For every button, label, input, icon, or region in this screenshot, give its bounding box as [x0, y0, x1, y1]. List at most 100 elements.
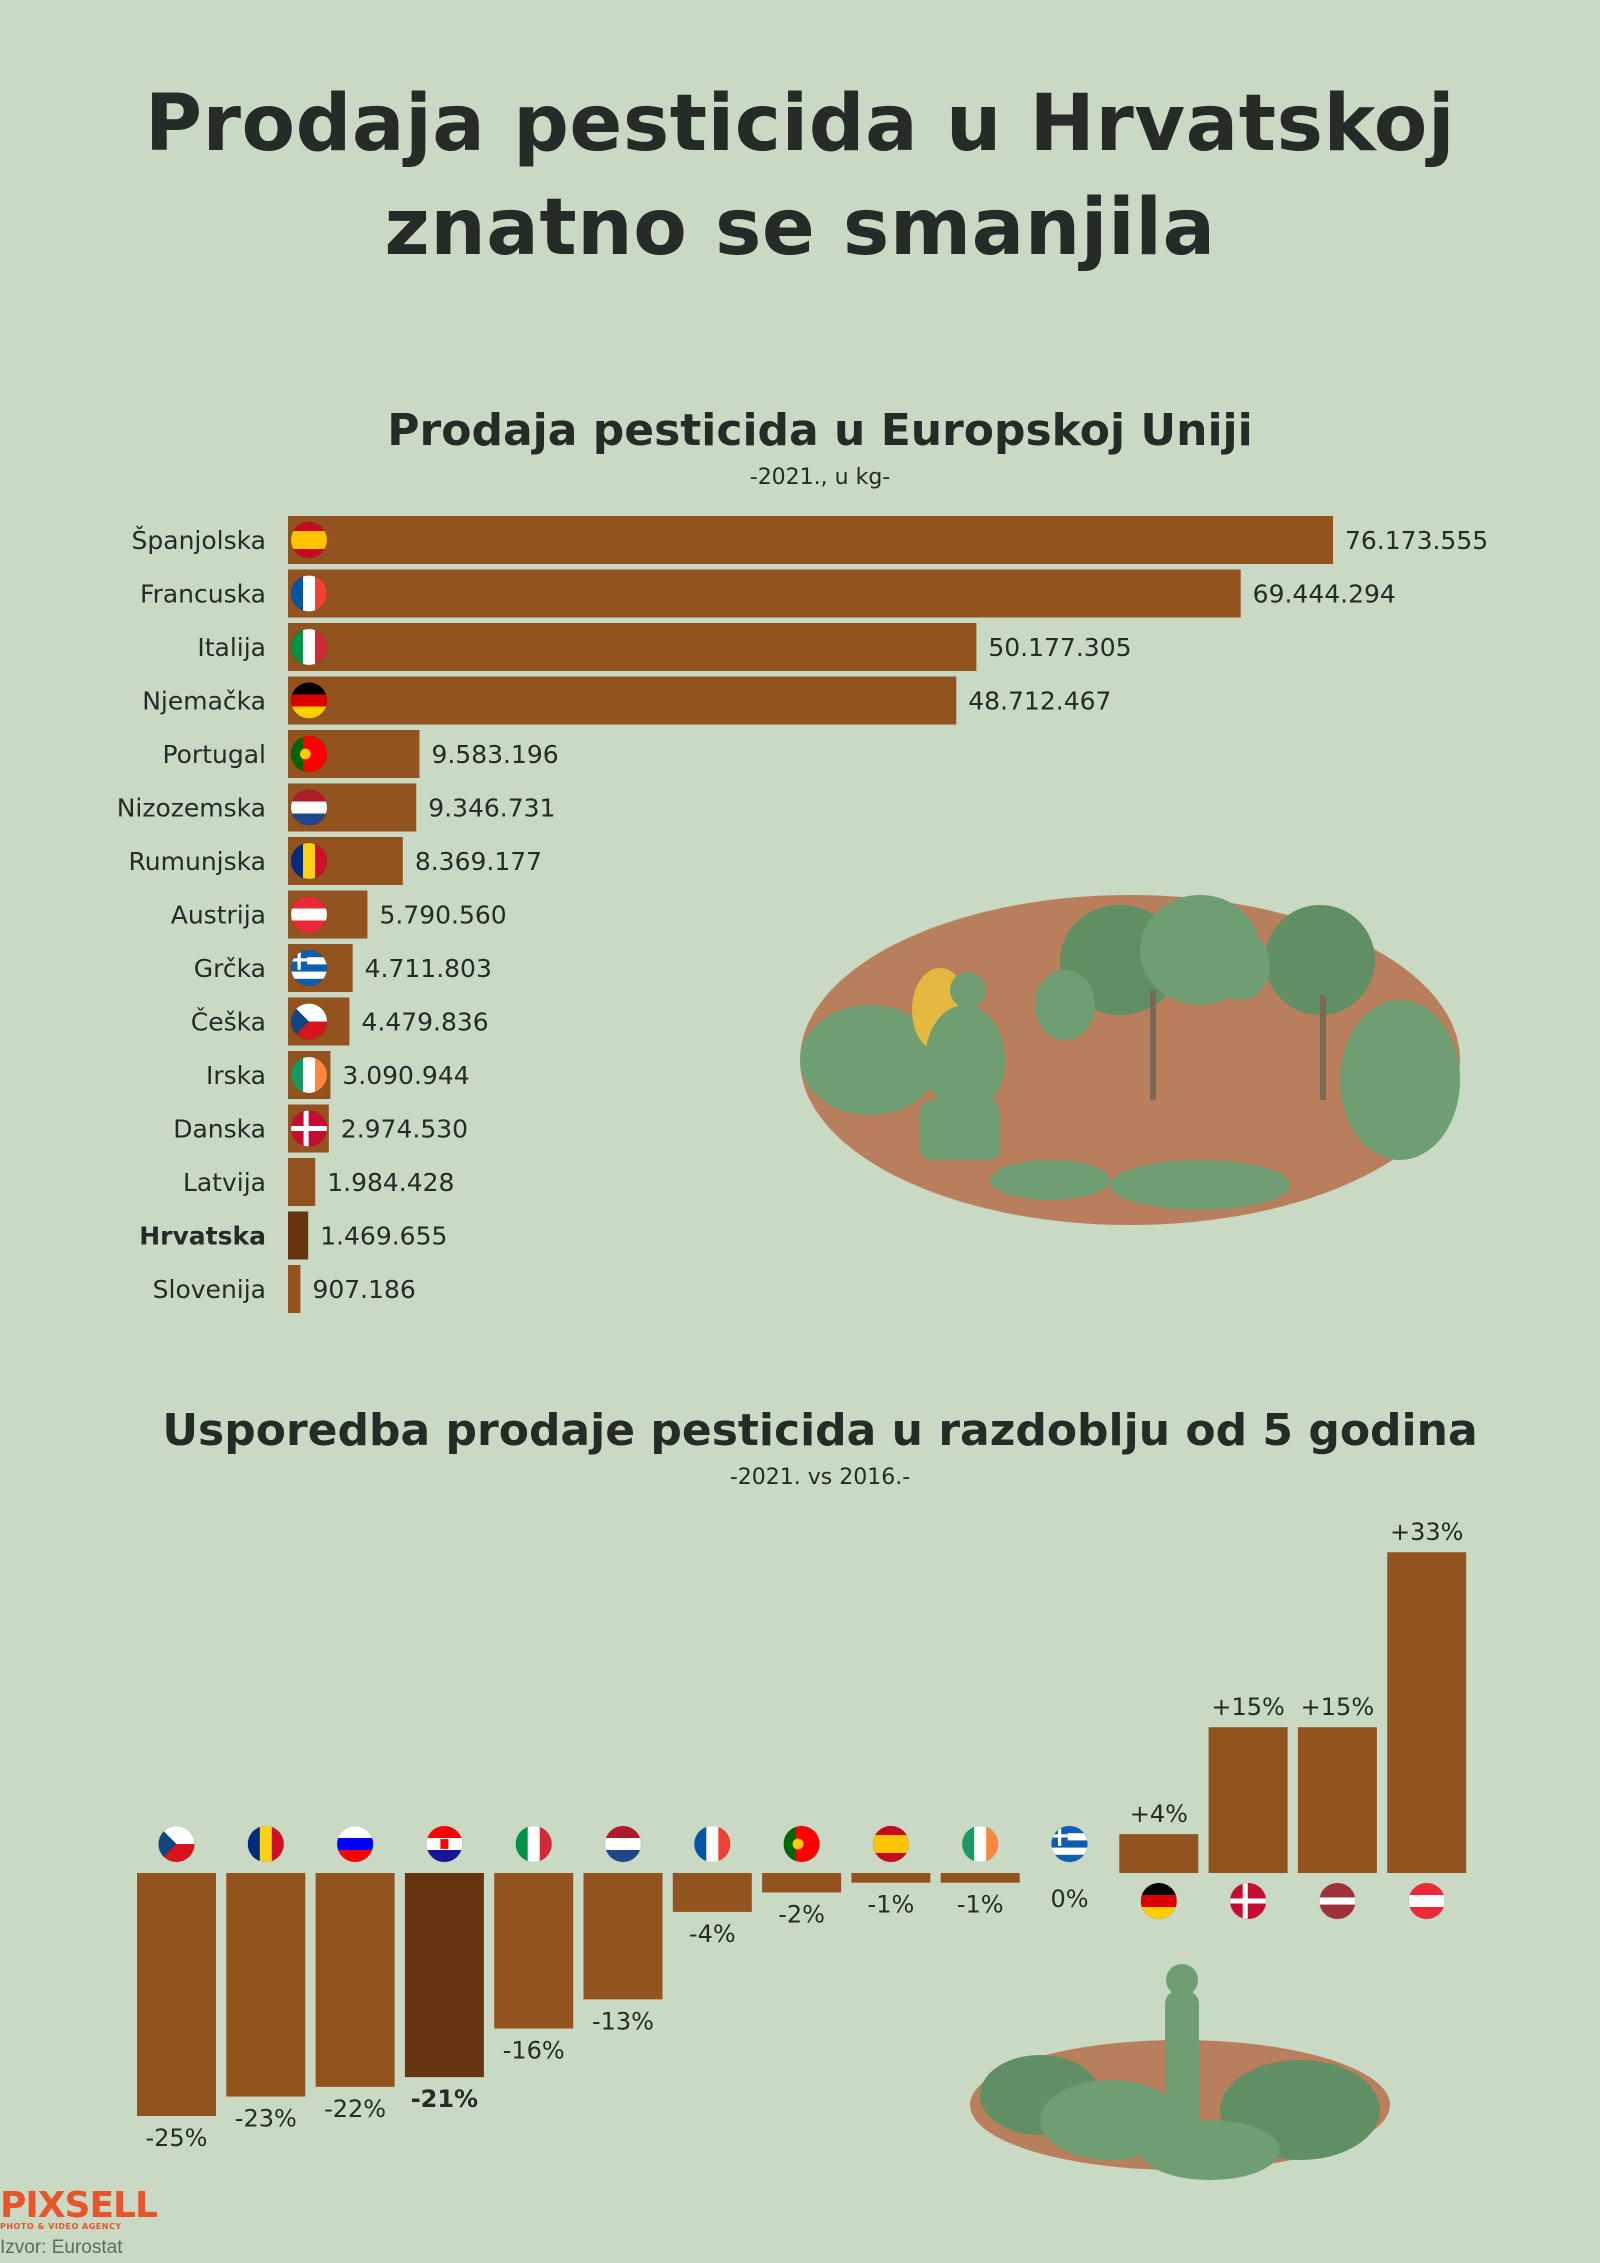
bar-francuska: [288, 569, 1241, 618]
flag-fr-icon: [290, 575, 328, 612]
bar-njemaka: [288, 676, 957, 725]
flag-nl-icon: [290, 789, 328, 826]
flag-lv-icon: [1318, 1882, 1356, 1920]
flag-it-icon: [290, 628, 328, 666]
value-label-rumunjska: 8.369.177: [415, 847, 542, 876]
flag-ie-icon: [290, 1056, 328, 1094]
change-label-dk: +15%: [1211, 1693, 1284, 1721]
category-label-eka: Češka: [191, 1007, 266, 1037]
page-title-line2: znatno se smanjila: [384, 183, 1216, 273]
category-label-austrija: Austrija: [171, 901, 266, 930]
change-label-hr: -21%: [411, 2085, 478, 2113]
chart1-subtitle: -2021., u kg-: [749, 465, 891, 490]
change-label-it: -16%: [503, 2037, 565, 2065]
flag-si-icon: [336, 1825, 374, 1863]
value-label-francuska: 69.444.294: [1253, 580, 1396, 609]
change-bar-nl: [583, 1873, 663, 2000]
chart2-title: Usporedba prodaje pesticida u razdoblju …: [162, 1405, 1478, 1456]
category-label-slovenija: Slovenija: [153, 1275, 266, 1304]
change-bar-pt: [762, 1873, 842, 1893]
change-bar-cz: [137, 1873, 216, 2116]
flag-dk-icon: [290, 1110, 328, 1147]
source-note: Izvor: Eurostat: [0, 2237, 123, 2258]
bar-panjolska: [288, 516, 1333, 564]
change-label-gr: 0%: [1050, 1885, 1088, 1913]
change-label-ro: -23%: [235, 2105, 297, 2133]
value-label-eka: 4.479.836: [361, 1008, 488, 1037]
bar-italija: [288, 623, 977, 671]
value-label-latvija: 1.984.428: [327, 1168, 454, 1197]
bar-hrvatska: [288, 1211, 309, 1260]
category-label-francuska: Francuska: [140, 580, 266, 609]
change-label-si: -22%: [324, 2095, 386, 2123]
category-label-danska: Danska: [173, 1115, 266, 1144]
change-label-at: +33%: [1390, 1518, 1463, 1546]
change-bar-de: [1119, 1834, 1199, 1873]
value-label-irska: 3.090.944: [342, 1061, 469, 1090]
change-label-nl: -13%: [592, 2007, 654, 2035]
category-label-panjolska: Španjolska: [132, 525, 266, 555]
greenhouse-farmer-illustration: [970, 1964, 1390, 2180]
flag-es-icon: [290, 521, 328, 559]
category-label-njemaka: Njemačka: [142, 687, 266, 716]
flag-es-icon: [872, 1825, 910, 1863]
flag-pt-icon: [290, 735, 328, 773]
change-label-fr: -4%: [689, 1920, 736, 1948]
change-bar-es: [851, 1873, 931, 1883]
value-label-portugal: 9.583.196: [431, 740, 558, 769]
change-label-lv: +15%: [1301, 1693, 1374, 1721]
flag-cz-icon: [158, 1825, 195, 1863]
flag-dk-icon: [1229, 1882, 1267, 1920]
change-label-pt: -2%: [778, 1900, 825, 1928]
category-label-italija: Italija: [197, 633, 266, 662]
change-bar-at: [1387, 1552, 1467, 1873]
change-bar-si: [315, 1873, 395, 2087]
flag-it-icon: [515, 1825, 553, 1863]
category-label-grka: Grčka: [194, 954, 266, 983]
category-label-hrvatska: Hrvatska: [139, 1222, 266, 1251]
change-bar-hr: [404, 1873, 484, 2078]
flag-ie-icon: [961, 1825, 999, 1863]
value-label-hrvatska: 1.469.655: [320, 1222, 447, 1251]
flag-at-icon: [290, 896, 328, 933]
brand-name: PIXSELL: [0, 2185, 158, 2226]
chart1-title: Prodaja pesticida u Europskoj Uniji: [387, 405, 1253, 456]
change-label-cz: -25%: [145, 2124, 207, 2152]
category-label-nizozemska: Nizozemska: [117, 794, 266, 823]
change-bar-it: [494, 1873, 574, 2029]
value-label-nizozemska: 9.346.731: [428, 794, 555, 823]
flag-at-icon: [1408, 1882, 1446, 1920]
brand-tagline: PHOTO & VIDEO AGENCY: [0, 2222, 122, 2231]
bar-latvija: [288, 1158, 316, 1206]
category-label-rumunjska: Rumunjska: [129, 847, 266, 876]
category-label-irska: Irska: [206, 1061, 266, 1090]
value-label-danska: 2.974.530: [341, 1115, 468, 1144]
value-label-slovenija: 907.186: [312, 1275, 415, 1304]
flag-de-icon: [1140, 1882, 1178, 1920]
category-label-portugal: Portugal: [162, 740, 266, 769]
change-bar-ie: [940, 1873, 1020, 1883]
flag-de-icon: [290, 682, 328, 719]
sprayer-farmer-illustration: [800, 895, 1460, 1225]
flag-cz-icon: [290, 1003, 328, 1040]
value-label-njemaka: 48.712.467: [968, 687, 1111, 716]
value-label-italija: 50.177.305: [988, 633, 1131, 662]
chart2-subtitle: -2021. vs 2016.-: [729, 1465, 911, 1490]
change-label-es: -1%: [868, 1891, 915, 1919]
change-bar-lv: [1297, 1727, 1377, 1873]
flag-ro-icon: [290, 842, 328, 880]
change-label-ie: -1%: [957, 1891, 1004, 1919]
flag-pt-icon: [783, 1825, 821, 1863]
value-label-panjolska: 76.173.555: [1345, 526, 1488, 555]
flag-hr-icon: [425, 1825, 463, 1863]
change-bar-dk: [1208, 1727, 1288, 1873]
flag-fr-icon: [693, 1825, 731, 1863]
category-label-latvija: Latvija: [183, 1168, 266, 1197]
flag-ro-icon: [247, 1825, 285, 1863]
flag-nl-icon: [604, 1825, 642, 1863]
change-bar-ro: [226, 1873, 306, 2097]
pixsell-logo: PIXSELL PHOTO & VIDEO AGENCY: [0, 2185, 158, 2231]
